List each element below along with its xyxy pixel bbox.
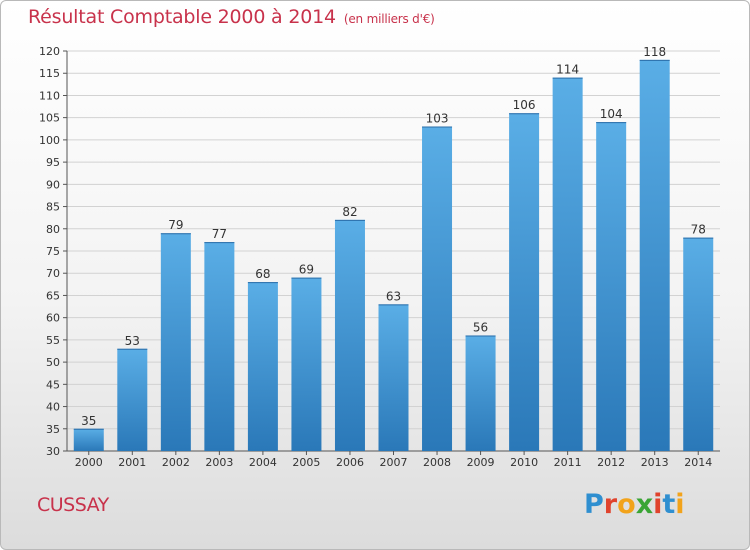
y-tick-label: 65 <box>46 289 60 302</box>
bar <box>247 282 278 451</box>
y-tick-label: 110 <box>39 89 60 102</box>
bar <box>73 428 104 451</box>
x-tick-label: 2013 <box>641 456 669 469</box>
x-tick-label: 2007 <box>380 456 408 469</box>
bar <box>334 219 365 451</box>
y-tick-label: 60 <box>46 312 60 325</box>
logo-letter: t <box>662 489 676 520</box>
bar-value-label: 77 <box>212 227 227 241</box>
bar <box>378 304 409 451</box>
x-tick-label: 2010 <box>510 456 538 469</box>
bar-value-label: 103 <box>426 112 449 126</box>
y-tick-label: 70 <box>46 267 60 280</box>
x-tick-label: 2008 <box>423 456 451 469</box>
bar <box>422 126 453 452</box>
y-tick-label: 55 <box>46 334 60 347</box>
bar-value-label: 114 <box>556 63 579 77</box>
labels: 30 35 40 45 50 55 60 65 70 75 80 85 90 95 100 105 110 115… <box>39 45 712 469</box>
bar <box>683 237 714 451</box>
x-tick-label: 2003 <box>205 456 233 469</box>
bar-value-label: 69 <box>299 263 314 277</box>
bar <box>204 242 235 451</box>
bars <box>73 59 714 452</box>
bar-value-label: 35 <box>81 414 96 428</box>
logo-letter: i <box>653 489 663 520</box>
bar <box>160 233 191 451</box>
y-tick-label: 95 <box>46 156 60 169</box>
y-tick-label: 105 <box>39 112 60 125</box>
y-tick-label: 100 <box>39 134 60 147</box>
y-tick-label: 50 <box>46 356 60 369</box>
x-tick-label: 2014 <box>684 456 712 469</box>
bar <box>117 348 148 451</box>
logo-letter: i <box>675 489 685 520</box>
bar-value-label: 78 <box>691 223 706 237</box>
y-tick-label: 35 <box>46 423 60 436</box>
y-tick-label: 90 <box>46 178 60 191</box>
x-tick-label: 2005 <box>292 456 320 469</box>
x-tick-label: 2002 <box>162 456 190 469</box>
x-tick-label: 2001 <box>118 456 146 469</box>
x-tick-label: 2004 <box>249 456 277 469</box>
bar <box>639 59 670 452</box>
y-tick-label: 45 <box>46 378 60 391</box>
y-tick-label: 75 <box>46 245 60 258</box>
bar <box>291 277 322 451</box>
bar-value-label: 63 <box>386 289 401 303</box>
chart-subtitle: (en milliers d'€) <box>343 12 435 26</box>
y-tick-label: 30 <box>46 445 60 458</box>
bar <box>552 77 583 452</box>
bar-value-label: 53 <box>125 334 140 348</box>
bar-value-label: 56 <box>473 320 488 334</box>
chart-title: Résultat Comptable 2000 à 2014 (en millie… <box>28 6 435 28</box>
bar-value-label: 68 <box>255 267 270 281</box>
x-tick-label: 2011 <box>554 456 582 469</box>
y-tick-label: 120 <box>39 45 60 58</box>
commune-name: CUSSAY <box>37 494 109 516</box>
x-tick-label: 2012 <box>597 456 625 469</box>
bar <box>509 113 540 451</box>
bar-value-label: 79 <box>168 218 183 232</box>
logo-letter: r <box>603 489 618 520</box>
bar-value-label: 118 <box>643 45 666 59</box>
bar <box>596 122 627 451</box>
bar-value-label: 104 <box>600 107 623 121</box>
logo-letter: P <box>584 489 604 520</box>
x-tick-label: 2006 <box>336 456 364 469</box>
y-tick-label: 40 <box>46 401 60 414</box>
x-tick-label: 2009 <box>467 456 495 469</box>
logo-letter: o <box>617 489 636 520</box>
y-tick-label: 115 <box>39 67 60 80</box>
logo-letter: x <box>635 489 654 520</box>
proxiti-logo: Proxiti <box>584 489 685 520</box>
y-tick-label: 80 <box>46 223 60 236</box>
bar <box>465 335 496 451</box>
y-tick-label: 85 <box>46 201 60 214</box>
x-tick-label: 2000 <box>75 456 103 469</box>
bar-value-label: 106 <box>513 98 536 112</box>
bar-value-label: 82 <box>342 205 357 219</box>
